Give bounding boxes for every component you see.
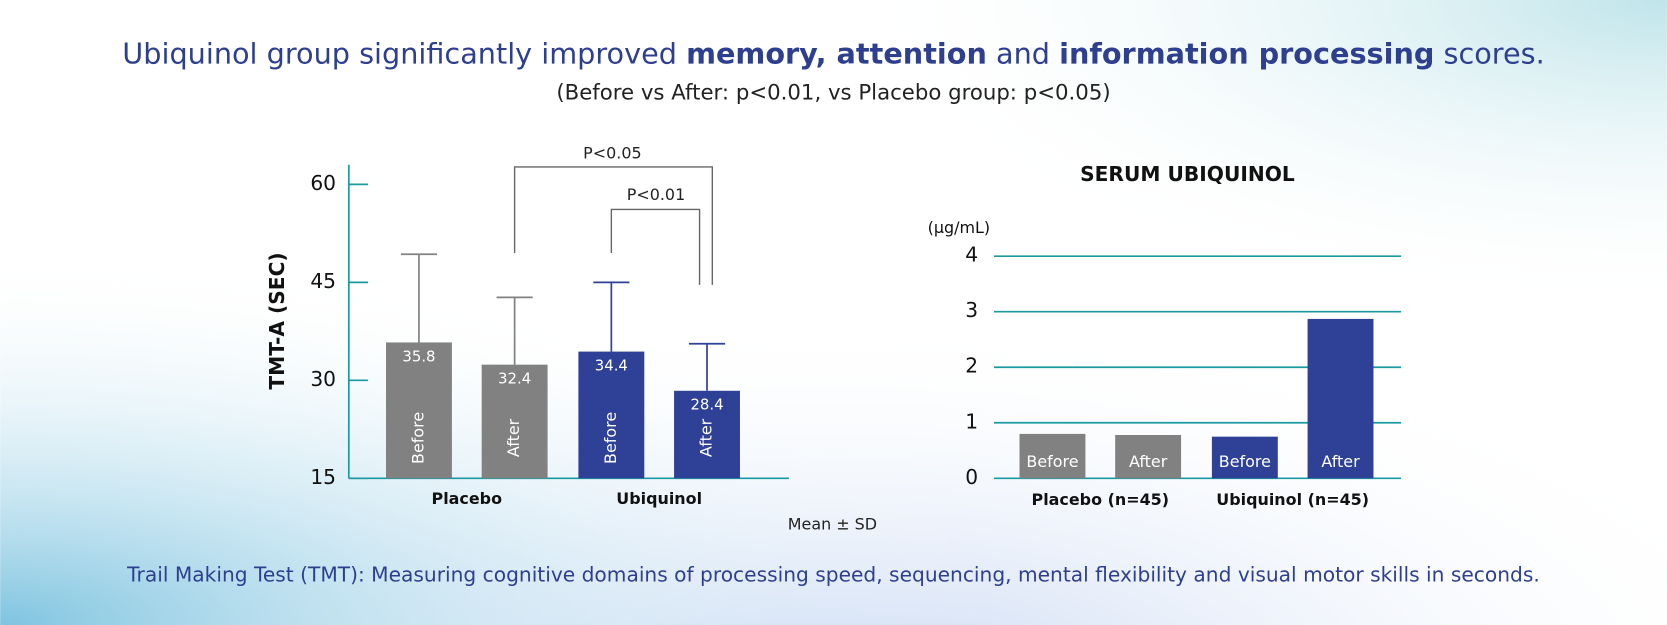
bar-label: After <box>504 418 523 457</box>
title-part: scores. <box>1434 36 1544 70</box>
bar <box>1211 436 1278 479</box>
y-tick-label: 60 <box>310 171 336 195</box>
error-bar <box>496 296 533 365</box>
error-bar <box>400 253 438 343</box>
bar-label: After <box>1129 452 1168 471</box>
y-tick-label: 2 <box>965 354 978 378</box>
bar-label: Before <box>1026 452 1078 471</box>
bar <box>674 390 740 479</box>
value-label: 35.8 <box>402 347 435 365</box>
bar-label: Before <box>1219 452 1271 471</box>
bar <box>1115 434 1182 479</box>
x-tick-label: Placebo (n=45) <box>1032 490 1170 509</box>
bracket <box>610 208 701 285</box>
value-label: 32.4 <box>498 370 531 388</box>
y-tick-label: 30 <box>310 367 336 391</box>
value-label: 34.4 <box>595 356 628 374</box>
chart-title: SERUM UBIQUINOL <box>1080 162 1295 186</box>
error-bar <box>593 281 630 352</box>
y-tick-label: 0 <box>965 465 978 489</box>
bar-label: Before <box>601 412 620 464</box>
title-part: Ubiquinol group significantly improved <box>122 36 686 70</box>
note: Mean ± SD <box>788 515 877 534</box>
value-label: 28.4 <box>690 396 723 414</box>
y-tick-label: 3 <box>965 298 978 322</box>
bar <box>1307 318 1374 479</box>
bar-label: After <box>1321 452 1360 471</box>
significance-brackets <box>513 166 714 285</box>
annotation: P<0.01 <box>627 185 685 204</box>
bar <box>481 364 548 479</box>
title: Ubiquinol group significantly improved m… <box>122 36 1544 70</box>
annotation: P<0.05 <box>583 144 641 163</box>
y-tick-label: 15 <box>310 465 336 489</box>
y-tick-label: 1 <box>965 409 978 433</box>
bracket <box>513 166 714 285</box>
subtitle: (Before vs After: p<0.01, vs Placebo gro… <box>556 81 1110 106</box>
bar-label: Before <box>408 412 427 464</box>
title-part: information processing <box>1059 36 1434 70</box>
title-part: and <box>987 36 1059 70</box>
title-part: memory, attention <box>686 36 987 70</box>
x-tick-label: Ubiquinol (n=45) <box>1216 490 1369 509</box>
bar <box>386 342 452 479</box>
bar <box>1019 433 1086 479</box>
y-axis-label: TMT-A (SEC) <box>265 252 289 389</box>
x-tick-label: Ubiquinol <box>616 489 702 508</box>
y-tick-label: 45 <box>310 269 336 293</box>
y-tick-label: 4 <box>965 243 978 267</box>
error-bar <box>688 342 726 391</box>
bar-label: After <box>697 418 716 457</box>
unit-label: (µg/mL) <box>928 218 990 237</box>
x-tick-label: Placebo <box>432 489 503 508</box>
footer: Trail Making Test (TMT): Measuring cogni… <box>126 563 1540 587</box>
bar <box>578 351 645 479</box>
